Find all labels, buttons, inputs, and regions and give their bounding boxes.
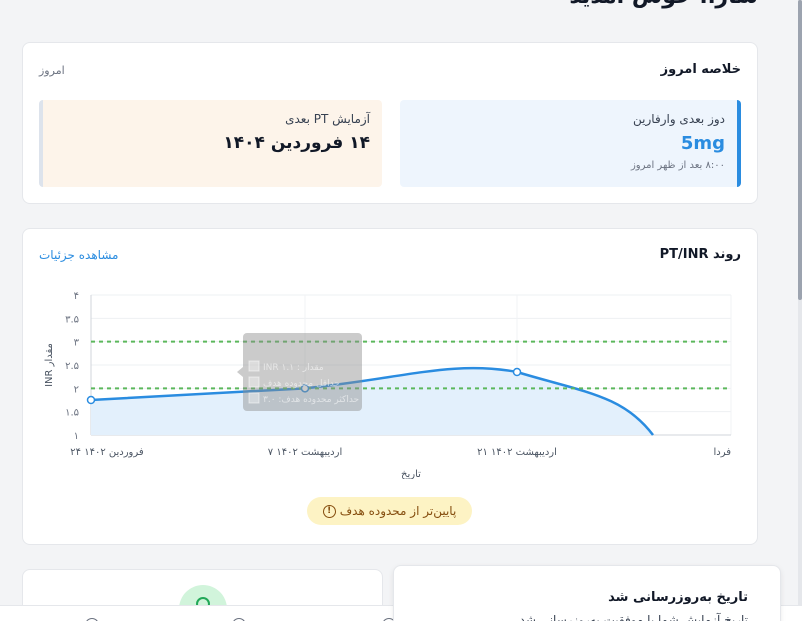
next-pt-test-panel: آزمایش PT بعدی ۱۴ فروردین ۱۴۰۴ — [39, 100, 382, 187]
inr-trend-chart[interactable]: ۱ ۱.۵ ۲ ۲.۵ ۳ ۳.۵ ۴ INR ۱.۱ : مقدار حداقل محدوده… — [23, 229, 759, 479]
x-tick-label: ۲۴ فروردین ۱۴۰۲ — [70, 447, 144, 458]
chart-tooltip — [243, 333, 362, 411]
alert-circle-icon: ! — [322, 504, 336, 518]
next-dose-value: 5mg — [680, 133, 725, 154]
y-tick-label: ۳ — [74, 338, 80, 349]
tooltip-label: حداقل محدوده هدف — [263, 379, 340, 389]
y-tick-label: ۱.۵ — [65, 408, 79, 419]
tooltip-label: حداکثر محدوده هدف: ۳.۰ — [263, 395, 359, 405]
tooltip-swatch — [248, 376, 260, 388]
next-pt-test-label: آزمایش PT بعدی — [285, 112, 370, 126]
y-axis-title: INR مقدار — [44, 343, 55, 387]
status-badge: پایین‌تر از محدوده هدف ! — [307, 497, 472, 525]
page-scrollbar[interactable] — [798, 0, 802, 621]
welcome-heading: سارا، خوش آمدید — [569, 0, 758, 9]
x-axis-title: تاریخ — [401, 469, 421, 479]
data-point — [512, 367, 522, 377]
next-dose-panel: دوز بعدی وارفارین 5mg ۸:۰۰ بعد از ظهر ام… — [400, 100, 741, 187]
next-dose-time: ۸:۰۰ بعد از ظهر امروز — [630, 160, 725, 171]
scrollbar-thumb[interactable] — [798, 0, 802, 300]
tooltip-swatch — [248, 392, 260, 404]
data-point — [300, 384, 310, 393]
series-area — [91, 368, 653, 435]
summary-date-label: امروز — [39, 64, 65, 77]
x-tick-label: فردا — [713, 447, 731, 458]
next-dose-label: دوز بعدی وارفارین — [633, 112, 725, 126]
pt-inr-trend-card: روند PT/INR مشاهده جزئیات ۱ ۱.۵ ۲ ۲.۵ ۳ ۳.۵ ۴ I… — [22, 228, 758, 545]
status-badge-label: پایین‌تر از محدوده هدف — [339, 504, 457, 518]
y-tick-label: ۴ — [74, 291, 79, 302]
today-summary-card: خلاصه امروز امروز دوز بعدی وارفارین 5mg … — [22, 42, 758, 204]
notification-title: تاریخ به‌روزرسانی شد — [608, 590, 748, 605]
next-pt-test-date: ۱۴ فروردین ۱۴۰۴ — [223, 133, 370, 153]
summary-title: خلاصه امروز — [660, 62, 741, 77]
tooltip-swatch — [248, 360, 260, 372]
y-tick-label: ۲ — [74, 384, 79, 395]
y-tick-label: ۱ — [74, 431, 79, 442]
notification-message: تاریخ آزمایش شما با موفقیت به‌روزرسانی ش… — [519, 613, 748, 621]
trend-title: روند PT/INR — [659, 247, 741, 262]
data-point — [86, 395, 96, 405]
x-tick-label: ۷ اردیبهشت ۱۴۰۲ — [268, 447, 342, 458]
update-notification: تاریخ به‌روزرسانی شد تاریخ آزمایش شما با… — [393, 565, 781, 621]
view-details-link[interactable]: مشاهده جزئیات — [39, 248, 119, 262]
tooltip-label: INR ۱.۱ : مقدار — [263, 363, 324, 373]
y-tick-label: ۳.۵ — [65, 314, 79, 325]
y-tick-label: ۲.۵ — [65, 361, 79, 372]
series-line — [90, 366, 654, 436]
tooltip-arrow — [237, 367, 243, 377]
x-tick-label: ۲۱ اردیبهشت ۱۴۰۲ — [477, 447, 557, 458]
